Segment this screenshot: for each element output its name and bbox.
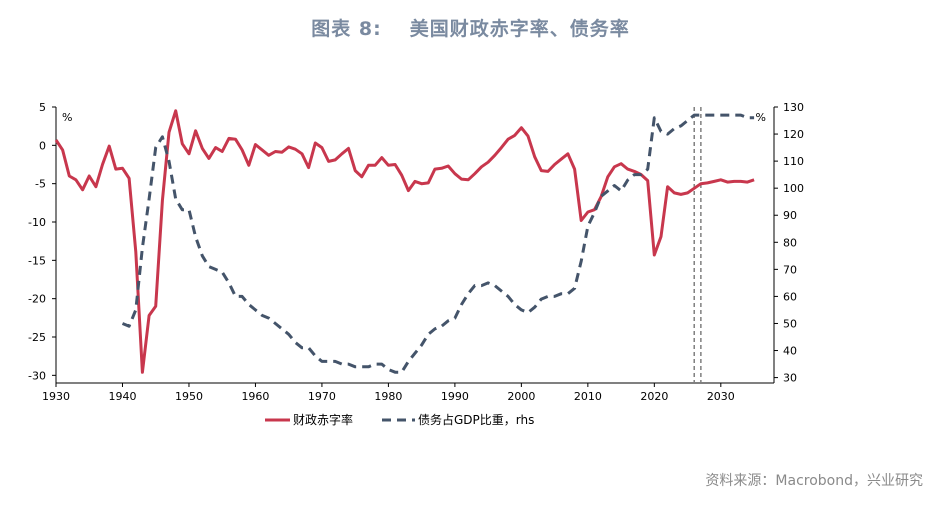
y-right-tick-label: 50 (783, 317, 797, 330)
y-left-tick-label: -20 (28, 293, 46, 306)
x-tick-label: 2030 (707, 390, 735, 403)
chart-marks (54, 107, 755, 383)
x-tick-label: 1980 (374, 390, 402, 403)
x-tick-label: 2020 (640, 390, 668, 403)
y-left-unit-label: % (62, 111, 72, 124)
y-left-tick-label: -10 (28, 216, 46, 229)
source-note: 资料来源：Macrobond，兴业研究 (705, 473, 923, 489)
chart-axes: 50-5-10-15-20-25-30130120110100908070605… (28, 101, 804, 403)
chart-title: 图表 8: 美国财政赤字率、债务率 (0, 14, 941, 41)
x-tick-label: 1930 (42, 390, 70, 403)
y-left-tick-label: -25 (28, 331, 46, 344)
y-right-tick-label: 60 (783, 290, 797, 303)
y-right-tick-label: 90 (783, 209, 797, 222)
chart-title-number: 图表 8: (311, 18, 382, 40)
y-right-tick-label: 40 (783, 345, 797, 358)
y-left-tick-label: -5 (35, 178, 46, 191)
x-tick-label: 1990 (441, 390, 469, 403)
y-right-tick-label: 80 (783, 236, 797, 249)
x-tick-label: 1970 (308, 390, 336, 403)
y-right-tick-label: 70 (783, 263, 797, 276)
y-right-tick-label: 30 (783, 372, 797, 385)
x-tick-label: 1950 (175, 390, 203, 403)
y-right-tick-label: 100 (783, 182, 804, 195)
legend-label-debt-ratio: 债务占GDP比重，rhs (418, 412, 534, 427)
chart-legend: 财政赤字率 债务占GDP比重，rhs (265, 412, 534, 427)
x-tick-label: 1960 (241, 390, 269, 403)
series-line-deficit-rate (54, 109, 755, 374)
y-right-tick-label: 120 (783, 128, 804, 141)
chart-title-text: 美国财政赤字率、债务率 (409, 18, 630, 40)
y-left-tick-label: 0 (39, 139, 46, 152)
y-left-tick-label: -30 (28, 369, 46, 382)
y-right-tick-label: 130 (783, 101, 804, 114)
legend-label-deficit-rate: 财政赤字率 (293, 412, 353, 427)
y-right-unit-label: % (756, 111, 766, 124)
x-tick-label: 1940 (108, 390, 136, 403)
x-tick-label: 2010 (574, 390, 602, 403)
y-right-tick-label: 110 (783, 155, 804, 168)
x-tick-label: 2000 (507, 390, 535, 403)
y-left-tick-label: -15 (28, 254, 46, 267)
y-left-tick-label: 5 (39, 101, 46, 114)
